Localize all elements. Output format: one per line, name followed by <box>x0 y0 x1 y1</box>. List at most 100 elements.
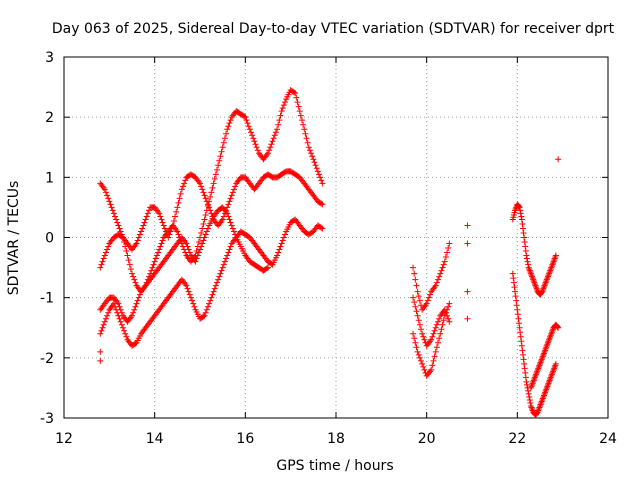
data-point <box>517 333 524 340</box>
data-point <box>435 276 441 283</box>
data-point <box>192 258 199 265</box>
data-point <box>105 195 112 202</box>
data-point <box>97 264 104 271</box>
data-point <box>217 153 224 160</box>
data-point <box>112 213 118 220</box>
data-point <box>187 294 194 301</box>
data-point <box>274 252 281 259</box>
data-point <box>241 113 248 120</box>
data-point <box>203 306 210 313</box>
data-point <box>100 255 107 262</box>
data-point <box>301 126 308 133</box>
data-point <box>444 306 451 313</box>
data-point <box>203 228 210 235</box>
data-point <box>184 285 191 292</box>
data-point <box>99 324 106 331</box>
data-point <box>186 291 193 298</box>
data-point <box>512 288 519 295</box>
data-point <box>439 321 446 328</box>
data-point <box>184 243 191 250</box>
data-point <box>437 270 444 277</box>
data-point <box>525 387 532 394</box>
y-tick-label: -3 <box>40 411 54 427</box>
data-point <box>97 357 104 364</box>
data-point <box>520 229 527 236</box>
data-point <box>445 303 452 310</box>
data-point <box>419 360 426 367</box>
data-point <box>105 243 112 250</box>
data-point <box>165 234 172 241</box>
data-point <box>106 198 113 205</box>
data-point <box>522 369 529 376</box>
data-point <box>521 360 528 367</box>
data-point <box>202 195 209 202</box>
data-point <box>412 276 419 283</box>
data-point <box>161 225 168 232</box>
data-point <box>514 306 521 313</box>
series-track-g <box>410 300 453 379</box>
data-point <box>517 210 524 217</box>
data-point <box>410 330 417 337</box>
data-point <box>266 147 273 154</box>
data-point <box>201 312 208 319</box>
data-point <box>416 297 423 304</box>
y-tick-label: -2 <box>40 351 54 367</box>
data-point <box>224 252 231 259</box>
data-point <box>516 320 523 327</box>
data-point <box>104 312 111 319</box>
data-point <box>254 147 261 154</box>
data-point <box>150 261 157 268</box>
data-point <box>135 234 142 241</box>
data-point <box>520 225 526 232</box>
data-point <box>440 317 447 324</box>
data-point <box>177 190 184 197</box>
data-point <box>251 138 258 145</box>
y-tick-labels: -3 -2 -1 0 1 2 3 <box>40 50 54 427</box>
data-point <box>199 186 206 193</box>
data-point <box>232 231 239 238</box>
data-point <box>225 213 232 220</box>
data-point <box>223 255 230 262</box>
data-point <box>278 240 285 247</box>
data-point <box>155 249 162 256</box>
data-point <box>310 156 317 163</box>
data-point <box>183 282 190 289</box>
data-point <box>122 330 129 337</box>
data-point <box>295 103 302 110</box>
data-point <box>242 114 249 121</box>
data-point <box>246 126 253 133</box>
data-point <box>279 105 286 112</box>
series-track-d <box>97 204 271 325</box>
data-point <box>435 339 441 346</box>
data-point <box>525 261 532 268</box>
data-point <box>520 351 526 358</box>
series-track-j <box>527 321 562 391</box>
y-tick-label: -1 <box>40 291 54 307</box>
data-point <box>516 204 523 211</box>
data-point <box>115 222 122 229</box>
data-point <box>108 204 115 211</box>
y-tick-label: 0 <box>45 231 54 247</box>
data-point <box>318 177 325 184</box>
data-point <box>250 135 257 142</box>
data-point <box>442 309 449 316</box>
data-point <box>519 347 526 354</box>
data-point <box>316 171 322 178</box>
data-point <box>215 276 222 283</box>
data-point <box>554 323 561 330</box>
data-point <box>231 228 237 235</box>
data-point <box>206 300 213 307</box>
data-point <box>433 344 440 351</box>
data-point <box>127 266 134 273</box>
data-point <box>464 315 471 322</box>
data-point <box>166 231 173 238</box>
data-point <box>429 362 436 369</box>
data-point <box>193 255 200 262</box>
data-point <box>419 330 426 337</box>
data-point <box>510 279 517 286</box>
data-point <box>430 357 437 364</box>
data-point <box>119 324 126 331</box>
data-point <box>186 249 193 256</box>
data-point <box>436 315 443 322</box>
data-point <box>133 240 140 247</box>
